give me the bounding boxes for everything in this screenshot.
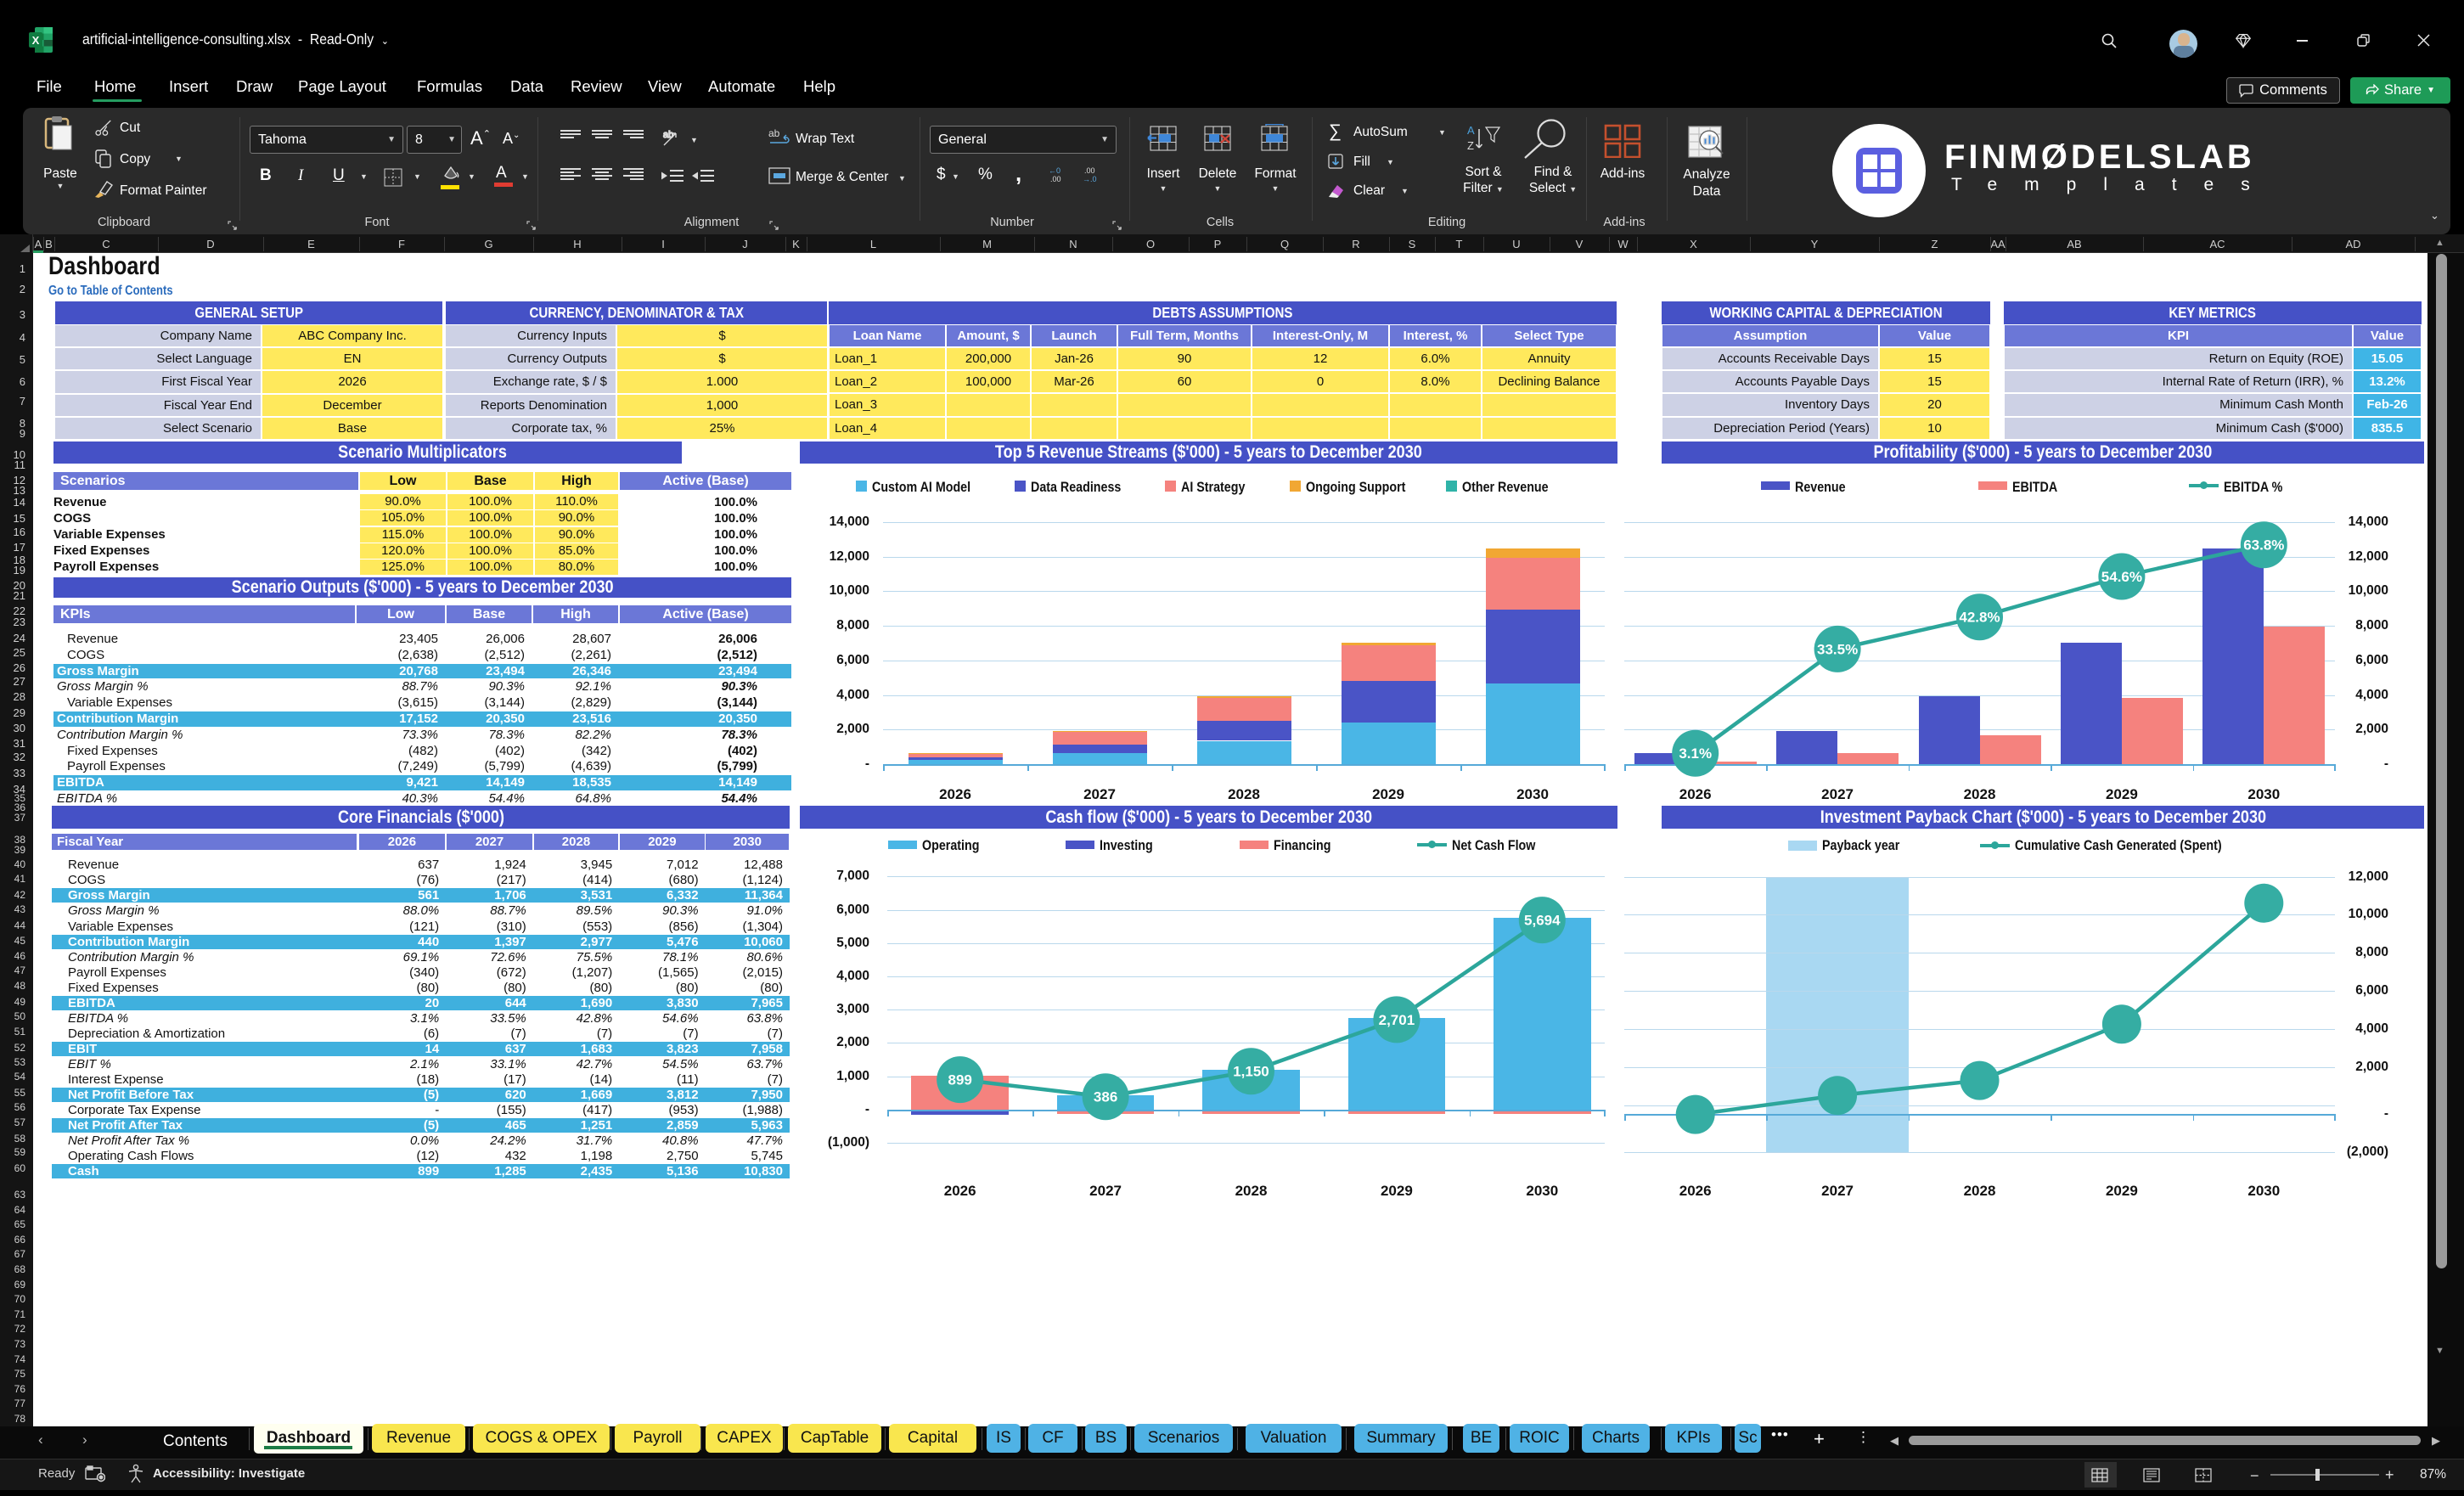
svg-text:386: 386 [1094, 1089, 1117, 1105]
svg-text:3.1%: 3.1% [1679, 745, 1712, 762]
svg-text:←0: ←0 [1049, 166, 1060, 175]
svg-text:X: X [32, 34, 40, 47]
svg-text:ab: ab [768, 127, 780, 139]
svg-text:A: A [1467, 124, 1475, 137]
svg-text:2,701: 2,701 [1379, 1012, 1415, 1028]
svg-text:.00: .00 [1084, 166, 1095, 175]
svg-text:899: 899 [948, 1072, 972, 1088]
svg-text:54.6%: 54.6% [2101, 569, 2142, 585]
svg-text:42.8%: 42.8% [1959, 610, 2000, 626]
svg-text:ab: ab [663, 130, 673, 140]
svg-text:33.5%: 33.5% [1817, 641, 1858, 657]
svg-text:1,150: 1,150 [1233, 1064, 1269, 1080]
svg-text:→.0: →.0 [1083, 175, 1097, 183]
svg-text:Z: Z [1467, 139, 1474, 152]
svg-text:63.8%: 63.8% [2243, 537, 2284, 554]
svg-text:5,694: 5,694 [1524, 913, 1561, 929]
svg-text:.00: .00 [1050, 175, 1061, 183]
